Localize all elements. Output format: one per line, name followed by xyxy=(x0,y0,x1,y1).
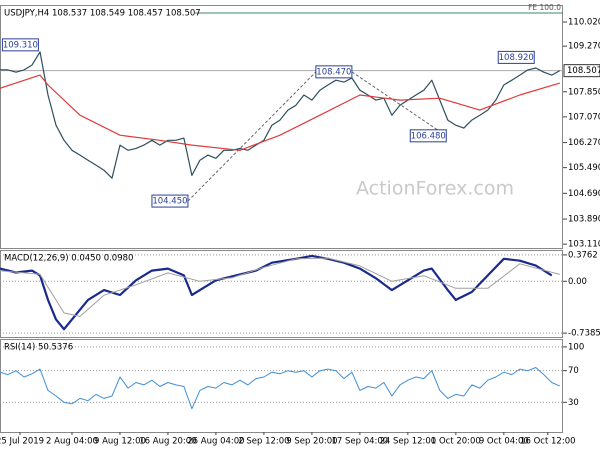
panel-title: USDJPY,H4 108.537 108.549 108.457 108.50… xyxy=(4,9,201,19)
y-tick-label: 109.270 xyxy=(568,42,600,52)
level-label: 106.480 xyxy=(411,131,446,141)
x-tick-label: 2 Sep 12:00 xyxy=(238,437,289,447)
level-label: 104.450 xyxy=(152,197,187,207)
series-line xyxy=(0,257,560,317)
panel-frame xyxy=(0,339,563,433)
x-tick-label: 9 Sep 20:00 xyxy=(286,437,337,447)
panel-frame xyxy=(0,5,563,249)
last-price-label: 108.507 xyxy=(567,66,600,76)
y-tick-label: 70 xyxy=(568,366,579,376)
x-tick-label: 9 Aug 12:00 xyxy=(94,437,146,447)
y-tick-label: -0.7385 xyxy=(568,329,600,339)
series-line xyxy=(0,367,561,410)
last-price-box xyxy=(563,64,600,78)
x-tick-label: 2 Aug 04:00 xyxy=(46,437,98,447)
x-tick-label: 24 Sep 12:00 xyxy=(379,437,436,447)
x-tick-label: 26 Aug 04:00 xyxy=(187,437,244,447)
x-tick-label: 1 Oct 20:00 xyxy=(431,437,481,447)
panel-title: RSI(14) 50.5376 xyxy=(4,343,73,353)
y-tick-label: 30 xyxy=(568,398,579,408)
panel-frame xyxy=(0,250,563,338)
level-box xyxy=(497,50,535,64)
level-box xyxy=(315,65,353,79)
x-tick-label: 25 Jul 2019 xyxy=(0,437,44,447)
swing-connector xyxy=(351,71,447,137)
y-tick-label: 103.890 xyxy=(568,215,600,225)
level-box xyxy=(1,38,39,52)
panel-title: MACD(12,26,9) 0.0450 0.0980 xyxy=(4,254,133,264)
level-label: 108.470 xyxy=(316,67,351,77)
y-tick-label: 107.070 xyxy=(568,112,600,122)
series-line xyxy=(0,51,561,179)
y-tick-label: 107.850 xyxy=(568,87,600,97)
series-line xyxy=(0,74,560,151)
y-tick-label: 103.110 xyxy=(568,240,600,250)
x-tick-label: 17 Sep 04:00 xyxy=(331,437,388,447)
x-tick-label: 9 Oct 04:00 xyxy=(479,437,529,447)
x-tick-label: 16 Aug 20:00 xyxy=(139,437,196,447)
y-tick-label: 106.270 xyxy=(568,138,600,148)
level-label: 108.920 xyxy=(499,53,534,63)
y-tick-label: 0.3762 xyxy=(568,250,598,260)
series-line xyxy=(0,254,553,331)
level-label: 109.310 xyxy=(3,40,38,50)
swing-connector xyxy=(187,71,317,202)
watermark: ActionForex.com xyxy=(356,178,514,200)
level-box xyxy=(151,194,189,208)
fe-level-label: FE 100.0 xyxy=(528,3,561,12)
x-tick-label: 16 Oct 12:00 xyxy=(520,437,575,447)
level-box xyxy=(409,129,447,143)
y-tick-label: 110.020 xyxy=(568,18,600,28)
y-tick-label: 100 xyxy=(568,342,584,352)
y-tick-label: 105.490 xyxy=(568,163,600,173)
y-tick-label: 0.00 xyxy=(568,277,587,287)
y-tick-label: 104.690 xyxy=(568,189,600,199)
